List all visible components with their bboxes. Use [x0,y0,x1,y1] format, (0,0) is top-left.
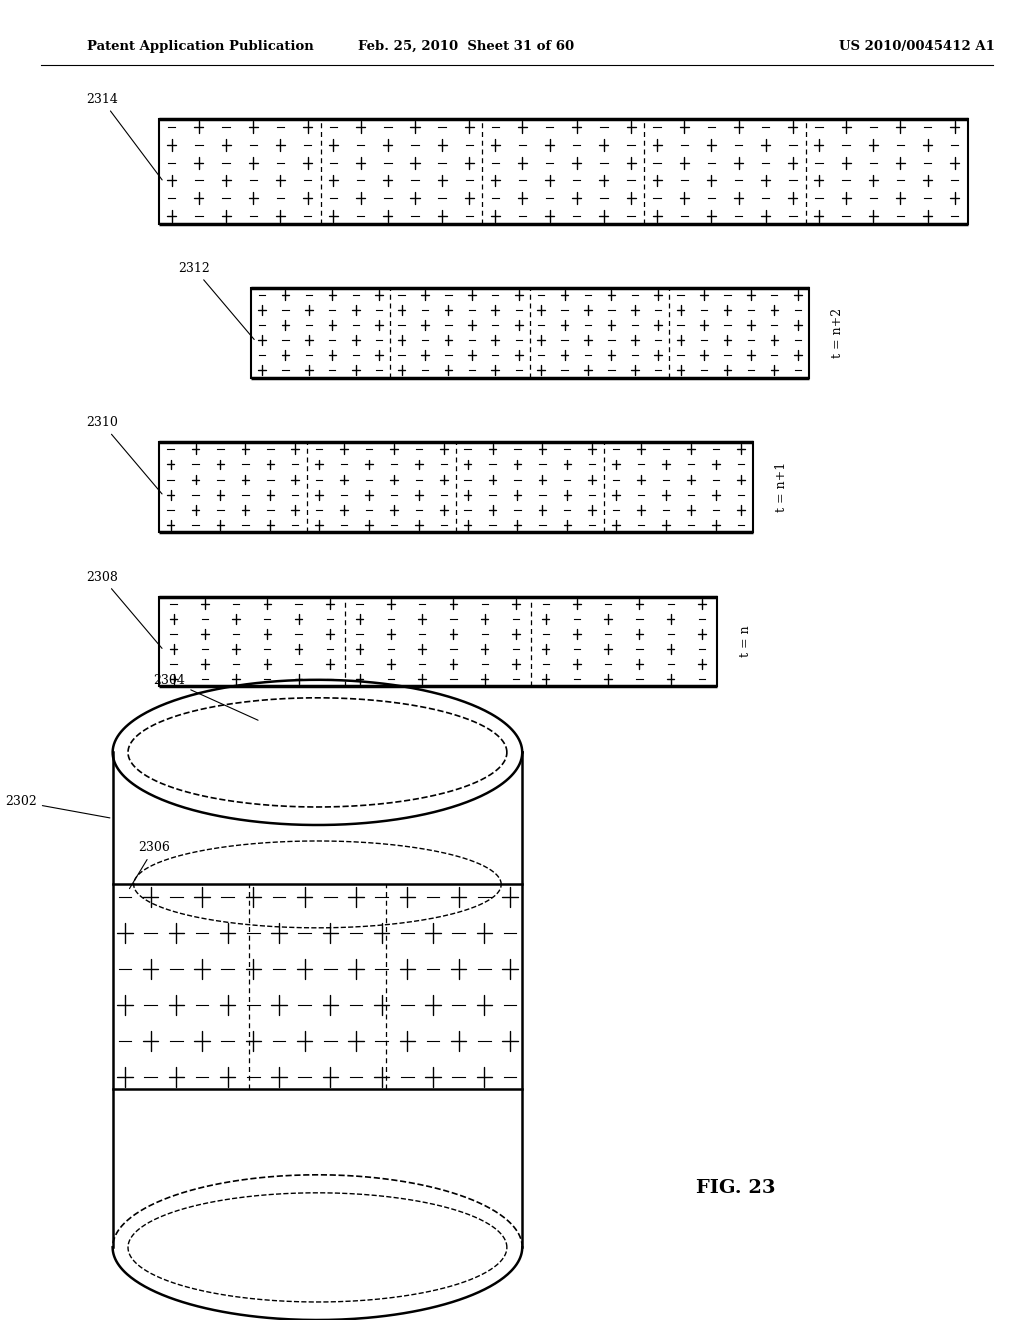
Text: FIG. 23: FIG. 23 [696,1179,776,1197]
Text: t = n: t = n [739,626,753,657]
Text: US 2010/0045412 A1: US 2010/0045412 A1 [839,40,994,53]
Text: 2314: 2314 [86,92,162,180]
Text: 2306: 2306 [129,841,170,888]
Text: 2304: 2304 [154,673,258,721]
Text: Patent Application Publication: Patent Application Publication [87,40,313,53]
Text: t = n+1: t = n+1 [775,462,788,512]
Text: 2312: 2312 [178,261,254,339]
Text: 2302: 2302 [5,795,110,818]
Text: 2308: 2308 [86,570,162,648]
Text: 2310: 2310 [86,416,162,494]
Text: Feb. 25, 2010  Sheet 31 of 60: Feb. 25, 2010 Sheet 31 of 60 [357,40,574,53]
Text: t = n+2: t = n+2 [831,308,845,358]
